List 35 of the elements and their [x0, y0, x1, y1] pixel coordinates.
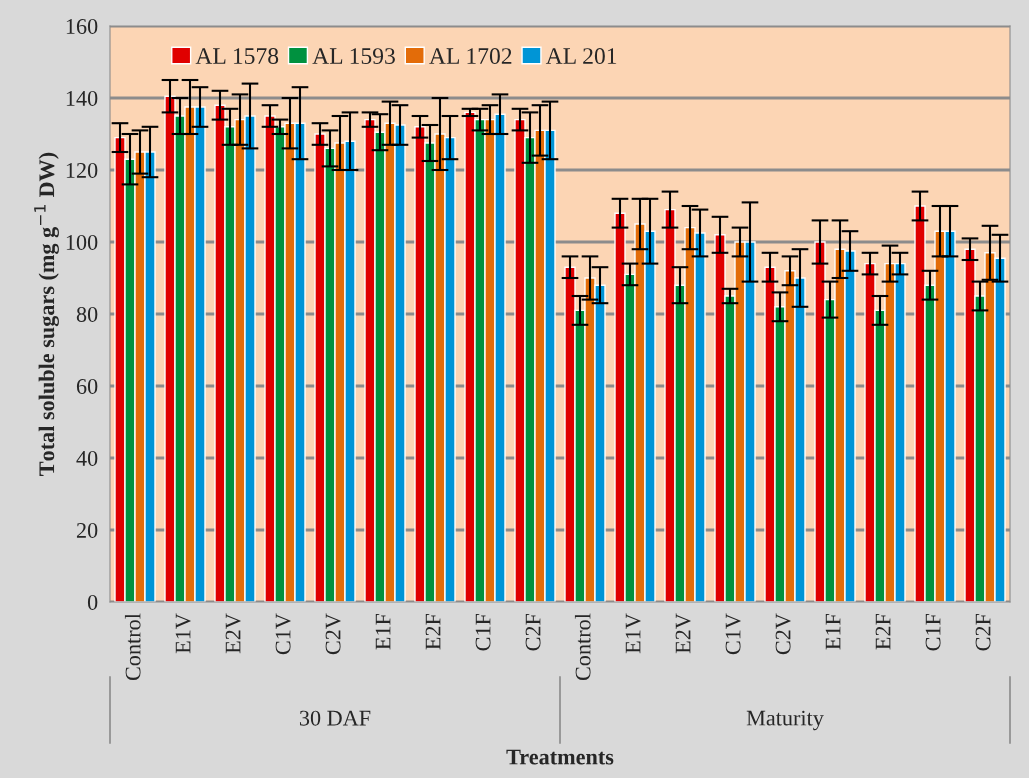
- x-tick-label: E2F: [875, 613, 891, 650]
- legend-label: AL 1702: [429, 48, 512, 65]
- x-tick-label: C2F: [975, 613, 991, 651]
- x-tick-label: C2V: [775, 613, 791, 655]
- y-tick-label: 140: [66, 90, 98, 106]
- text: 30 DAF: [299, 710, 371, 726]
- x-tick-label: E2F: [425, 613, 441, 650]
- y-tick-label: 160: [66, 18, 98, 34]
- y-tick-label: 100: [66, 234, 98, 250]
- text: Maturity: [746, 710, 824, 731]
- x-tick-label: C1F: [475, 613, 491, 651]
- legend-label: AL 201: [545, 48, 617, 65]
- y-tick-label: 40: [76, 450, 98, 466]
- x-tick-label: E2V: [675, 613, 691, 654]
- x-tick-label: Control: [124, 613, 141, 681]
- y-tick-label: 60: [76, 378, 98, 394]
- legend-label: AL 1578: [195, 48, 279, 65]
- x-tick-label: E1F: [375, 613, 391, 650]
- x-tick-label: C1F: [925, 613, 941, 651]
- x-tick-label: C2F: [525, 613, 541, 651]
- legend-label: AL 1593: [312, 48, 395, 65]
- y-tick-label: 20: [76, 522, 98, 538]
- x-axis-title: Treatments: [506, 749, 614, 765]
- x-tick-label: C1V: [275, 613, 291, 655]
- x-tick-label: E2V: [225, 613, 241, 654]
- x-tick-label: E1V: [625, 613, 641, 654]
- x-tick-label: C1V: [725, 613, 741, 655]
- x-tick-label: Control: [574, 613, 591, 681]
- x-tick-label: E1V: [175, 613, 191, 654]
- y-tick-label: 80: [76, 306, 98, 322]
- y-axis-title: Total soluble sugars (mg g$^{−1}$ DW): [34, 152, 59, 476]
- x-tick-label: C2V: [325, 613, 341, 655]
- x-tick-label: E1F: [825, 613, 841, 650]
- y-tick-label: 0: [87, 594, 98, 610]
- y-tick-label: 120: [66, 162, 98, 178]
